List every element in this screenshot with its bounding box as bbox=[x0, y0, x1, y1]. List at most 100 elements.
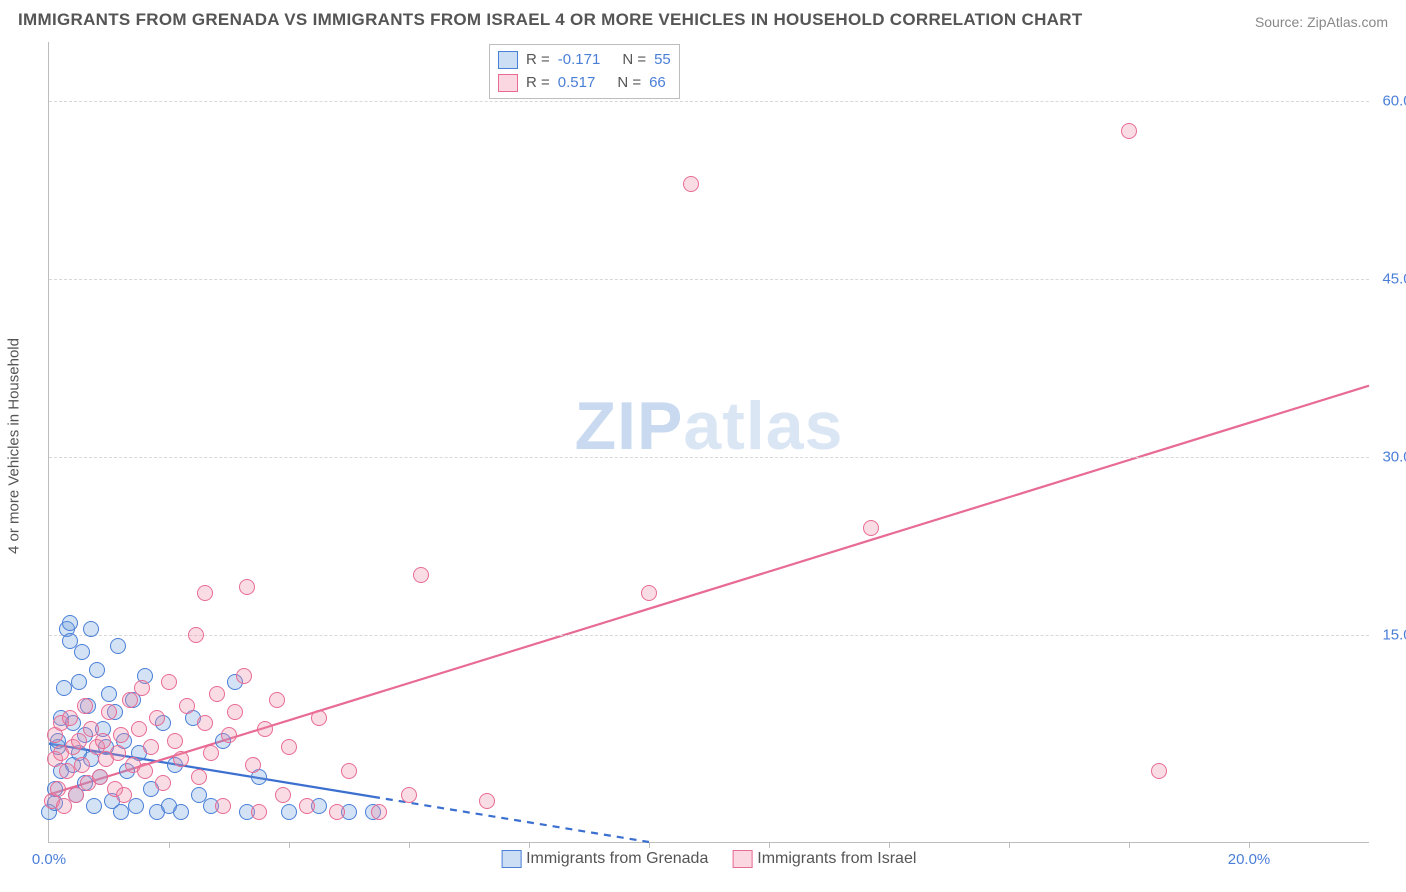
data-point bbox=[122, 692, 138, 708]
data-point bbox=[173, 751, 189, 767]
data-point bbox=[167, 733, 183, 749]
gridline-h bbox=[49, 457, 1369, 458]
legend-label-grenada: Immigrants from Grenada bbox=[526, 850, 708, 867]
data-point bbox=[341, 763, 357, 779]
data-point bbox=[110, 745, 126, 761]
data-point bbox=[251, 804, 267, 820]
data-point bbox=[179, 698, 195, 714]
r-label: R = bbox=[526, 72, 550, 95]
data-point bbox=[257, 721, 273, 737]
data-point bbox=[56, 680, 72, 696]
y-tick-label: 15.0% bbox=[1373, 626, 1406, 643]
data-point bbox=[173, 804, 189, 820]
data-point bbox=[86, 798, 102, 814]
x-tick-label: 0.0% bbox=[32, 851, 66, 868]
legend-label-israel: Immigrants from Israel bbox=[757, 850, 916, 867]
swatch-blue bbox=[502, 850, 522, 868]
data-point bbox=[401, 787, 417, 803]
data-point bbox=[113, 804, 129, 820]
n-label: N = bbox=[617, 72, 641, 95]
data-point bbox=[245, 757, 261, 773]
data-point bbox=[371, 804, 387, 820]
data-point bbox=[155, 775, 171, 791]
data-point bbox=[92, 769, 108, 785]
data-point bbox=[209, 686, 225, 702]
swatch-pink bbox=[498, 74, 518, 92]
gridline-h bbox=[49, 635, 1369, 636]
n-value-israel: 66 bbox=[649, 72, 666, 95]
data-point bbox=[281, 804, 297, 820]
data-point bbox=[1151, 763, 1167, 779]
gridline-h bbox=[49, 279, 1369, 280]
data-point bbox=[479, 793, 495, 809]
data-point bbox=[113, 727, 129, 743]
data-point bbox=[329, 804, 345, 820]
legend-row-israel: R = 0.517 N = 66 bbox=[498, 72, 671, 95]
x-tick-label: 20.0% bbox=[1228, 851, 1271, 868]
x-tick bbox=[529, 842, 530, 848]
y-tick-label: 60.0% bbox=[1373, 93, 1406, 110]
data-point bbox=[311, 710, 327, 726]
data-point bbox=[299, 798, 315, 814]
series-legend: Immigrants from Grenada Immigrants from … bbox=[492, 850, 927, 868]
data-point bbox=[683, 176, 699, 192]
trend-lines bbox=[49, 42, 1369, 842]
r-value-grenada: -0.171 bbox=[558, 49, 601, 72]
data-point bbox=[191, 769, 207, 785]
legend-item-israel: Immigrants from Israel bbox=[733, 850, 917, 867]
data-point bbox=[128, 798, 144, 814]
n-value-grenada: 55 bbox=[654, 49, 671, 72]
data-point bbox=[83, 621, 99, 637]
swatch-blue bbox=[498, 51, 518, 69]
data-point bbox=[62, 615, 78, 631]
r-value-israel: 0.517 bbox=[558, 72, 596, 95]
swatch-pink bbox=[733, 850, 753, 868]
data-point bbox=[1121, 123, 1137, 139]
x-tick bbox=[1249, 842, 1250, 848]
data-point bbox=[62, 710, 78, 726]
correlation-legend: R = -0.171 N = 55 R = 0.517 N = 66 bbox=[489, 44, 680, 99]
x-tick bbox=[769, 842, 770, 848]
data-point bbox=[215, 798, 231, 814]
data-point bbox=[101, 686, 117, 702]
y-tick-label: 45.0% bbox=[1373, 271, 1406, 288]
data-point bbox=[89, 662, 105, 678]
data-point bbox=[221, 727, 237, 743]
data-point bbox=[101, 704, 117, 720]
x-tick bbox=[1129, 842, 1130, 848]
y-axis-label: 4 or more Vehicles in Household bbox=[6, 338, 23, 554]
legend-item-grenada: Immigrants from Grenada bbox=[502, 850, 713, 867]
data-point bbox=[134, 680, 150, 696]
data-point bbox=[50, 781, 66, 797]
x-tick bbox=[649, 842, 650, 848]
data-point bbox=[68, 787, 84, 803]
data-point bbox=[239, 579, 255, 595]
data-point bbox=[413, 567, 429, 583]
n-label: N = bbox=[622, 49, 646, 72]
data-point bbox=[131, 721, 147, 737]
data-point bbox=[641, 585, 657, 601]
x-tick bbox=[409, 842, 410, 848]
data-point bbox=[197, 715, 213, 731]
chart-title: IMMIGRANTS FROM GRENADA VS IMMIGRANTS FR… bbox=[18, 10, 1083, 30]
x-tick bbox=[169, 842, 170, 848]
data-point bbox=[95, 733, 111, 749]
data-point bbox=[74, 757, 90, 773]
data-point bbox=[188, 627, 204, 643]
data-point bbox=[116, 787, 132, 803]
data-point bbox=[269, 692, 285, 708]
source-label: Source: ZipAtlas.com bbox=[1255, 14, 1388, 30]
r-label: R = bbox=[526, 49, 550, 72]
data-point bbox=[236, 668, 252, 684]
data-point bbox=[71, 733, 87, 749]
data-point bbox=[863, 520, 879, 536]
data-point bbox=[143, 739, 159, 755]
x-tick bbox=[1009, 842, 1010, 848]
data-point bbox=[71, 674, 87, 690]
data-point bbox=[56, 798, 72, 814]
data-point bbox=[227, 704, 243, 720]
data-point bbox=[74, 644, 90, 660]
data-point bbox=[275, 787, 291, 803]
y-tick-label: 30.0% bbox=[1373, 448, 1406, 465]
legend-row-grenada: R = -0.171 N = 55 bbox=[498, 49, 671, 72]
